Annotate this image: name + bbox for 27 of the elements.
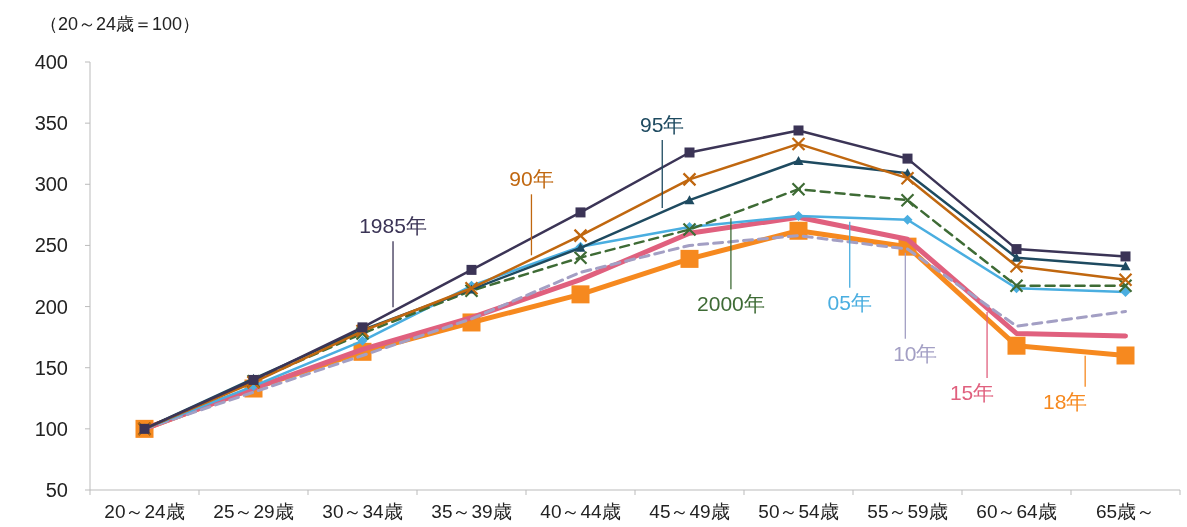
x-tick-label: 30～34歳	[322, 501, 403, 522]
x-tick-label: 35～39歳	[431, 501, 512, 522]
y-tick-label: 50	[45, 479, 68, 501]
y-tick-label: 100	[34, 417, 68, 440]
text: 15年	[949, 381, 995, 405]
y-tick-label: 150	[34, 356, 68, 379]
x-tick-label: 45～49歳	[649, 501, 730, 522]
text: 10年	[893, 341, 938, 365]
chart-subtitle: （20～24歳＝100）	[40, 14, 201, 34]
legend-label: 18年	[1042, 389, 1088, 413]
y-tick-label: 350	[34, 112, 68, 135]
text: 1985年	[359, 214, 427, 238]
x-tick-label: 20～24歳	[104, 501, 185, 522]
y-tick-label: 400	[34, 51, 68, 73]
y-tick-label: 200	[34, 295, 68, 318]
x-tick-label: 25～29歳	[213, 501, 294, 522]
x-tick-label: 40～44歳	[540, 501, 621, 522]
text: 95年	[640, 113, 685, 137]
text: 90年	[509, 167, 554, 191]
x-tick-label: 65歳～	[1095, 501, 1156, 522]
y-tick-label: 250	[34, 234, 68, 257]
y-tick-label: 300	[34, 173, 68, 196]
text: 2000年	[697, 292, 765, 316]
x-tick-label: 60～64歳	[976, 501, 1057, 522]
x-tick-label: 55～59歳	[867, 501, 948, 522]
text: 05年	[827, 290, 872, 314]
x-tick-label: 50～54歳	[758, 501, 839, 522]
